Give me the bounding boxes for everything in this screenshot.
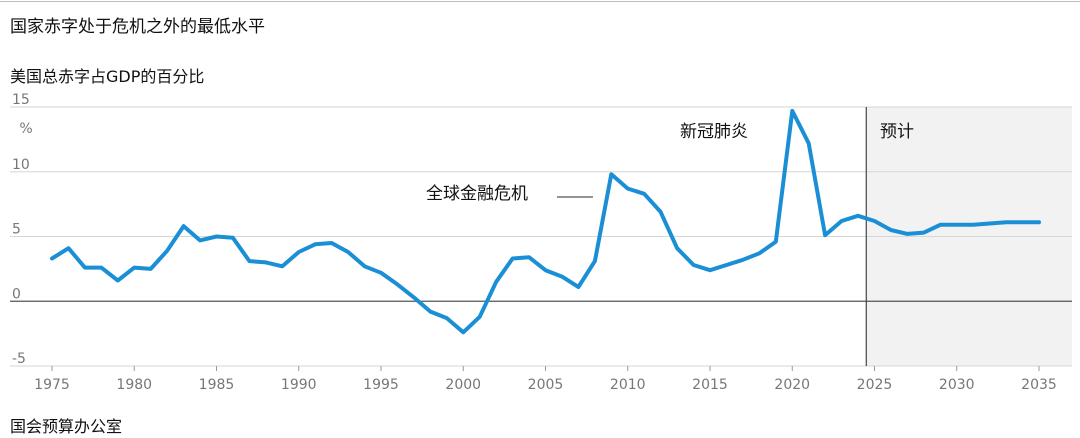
data-point-2001 (478, 315, 482, 319)
data-point-2034 (1020, 220, 1025, 224)
data-point-2007 (576, 285, 581, 289)
x-tick-label: 2035 (1021, 377, 1057, 393)
data-point-2029 (938, 223, 942, 227)
data-point-1989 (280, 264, 284, 268)
y-tick-label: -5 (12, 351, 26, 367)
data-point-2019 (774, 240, 778, 244)
data-point-1994 (362, 264, 367, 268)
data-point-1978 (99, 265, 103, 270)
grid-lines (10, 106, 1072, 367)
data-point-1991 (313, 242, 317, 246)
source-note: 国会预算办公室 (10, 417, 123, 436)
top-rule (0, 1, 1080, 2)
data-point-2012 (659, 210, 663, 214)
x-tick-label: 1975 (34, 377, 70, 393)
data-point-1976 (66, 246, 71, 250)
data-point-2026 (889, 228, 893, 232)
data-point-1977 (83, 265, 87, 270)
data-point-1996 (395, 282, 400, 287)
data-point-2032 (988, 221, 992, 226)
x-tick-label: 1990 (281, 377, 317, 393)
data-point-2011 (642, 192, 646, 196)
data-point-2030 (955, 223, 959, 227)
y-tick-label: 10 (12, 157, 30, 173)
data-point-1975 (50, 256, 54, 261)
forecast-label: 预计 (880, 122, 914, 142)
data-points (50, 109, 1041, 334)
data-point-2033 (1004, 220, 1008, 224)
chart-title: 国家赤字处于危机之外的最低水平 (10, 17, 265, 37)
x-tick-label: 2030 (939, 377, 975, 393)
x-axis-ticks: 1975 1980 1985 1990 1995 2000 2005 2010 2015 2020… (34, 366, 1057, 393)
data-point-1993 (346, 250, 350, 254)
data-point-2027 (905, 232, 910, 236)
data-point-2006 (560, 275, 564, 279)
x-tick-label: 2025 (857, 377, 893, 393)
data-point-1986 (231, 236, 235, 240)
annotation-gfc: 全球金融危机 (426, 184, 528, 204)
x-tick-label: 2020 (774, 377, 810, 393)
data-point-2024 (856, 214, 860, 218)
data-point-2016 (724, 263, 729, 267)
data-point-1983 (182, 224, 186, 228)
data-point-2015 (708, 268, 712, 272)
x-tick-label: 1995 (363, 377, 399, 393)
x-tick-label: 1985 (199, 377, 235, 393)
data-point-2010 (626, 186, 630, 191)
data-point-2000 (461, 330, 465, 334)
data-point-2009 (609, 172, 613, 176)
data-point-2003 (510, 256, 515, 261)
data-point-1988 (264, 260, 268, 264)
data-point-2020 (790, 109, 794, 113)
data-point-2008 (593, 259, 597, 263)
data-point-1995 (379, 271, 383, 275)
data-point-2017 (741, 258, 745, 262)
data-point-2005 (543, 268, 548, 272)
annotation-covid: 新冠肺炎 (680, 122, 748, 142)
data-point-1992 (330, 241, 334, 245)
data-point-1982 (165, 249, 169, 253)
data-point-1999 (445, 316, 449, 320)
y-tick-label: 5 (12, 222, 21, 238)
data-point-2035 (1037, 220, 1041, 224)
data-point-1997 (412, 295, 416, 299)
data-point-1987 (247, 259, 251, 263)
data-point-2014 (691, 263, 696, 267)
x-tick-label: 2005 (528, 377, 564, 393)
data-point-1984 (198, 238, 202, 242)
x-tick-label: 1980 (116, 377, 152, 393)
data-point-2018 (757, 251, 761, 255)
data-point-2025 (872, 219, 877, 223)
data-point-2004 (527, 255, 531, 259)
x-tick-label: 2000 (445, 377, 481, 393)
data-point-2021 (807, 141, 811, 145)
x-tick-label: 2015 (692, 377, 728, 393)
y-axis-ticks: -5 0 5 10 15 (12, 92, 30, 367)
x-tick-label: 2010 (610, 377, 646, 393)
data-point-1990 (297, 250, 301, 254)
data-point-2022 (823, 233, 827, 237)
y-unit-label: % (19, 121, 32, 137)
data-point-2031 (971, 223, 975, 227)
data-point-2013 (675, 246, 679, 250)
y-tick-label: 15 (12, 92, 30, 108)
data-point-2002 (494, 280, 498, 284)
data-point-1981 (149, 267, 153, 271)
data-point-1980 (132, 265, 136, 270)
y-tick-label: 0 (12, 286, 21, 302)
chart-subtitle: 美国总赤字占GDP的百分比 (10, 67, 205, 86)
data-point-1998 (428, 310, 432, 314)
data-point-1979 (116, 278, 120, 283)
data-point-2023 (840, 219, 844, 223)
data-point-1985 (214, 234, 219, 239)
data-point-2028 (922, 231, 926, 235)
